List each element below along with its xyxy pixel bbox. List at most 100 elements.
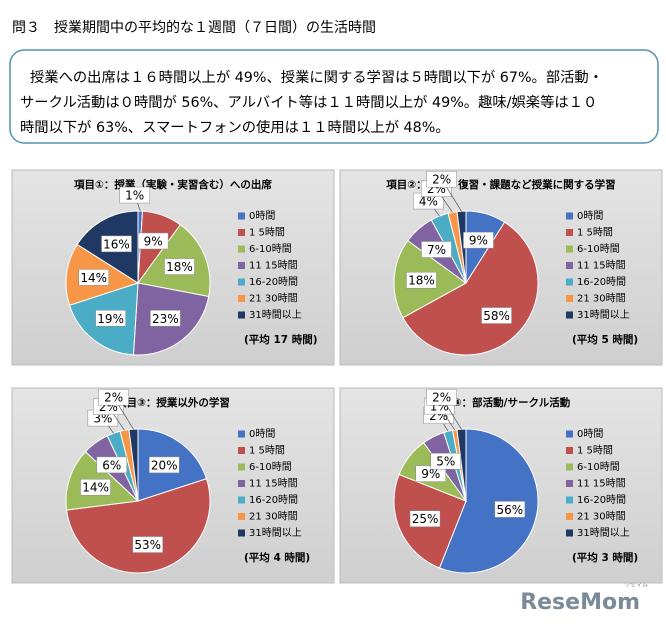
legend-label: 21 30時間 <box>577 511 626 523</box>
legend-label: 31時間以上 <box>249 527 302 539</box>
data-label-bg <box>95 310 126 327</box>
chart-note: (平均 4 時間) <box>244 551 310 564</box>
data-label: 1% <box>125 189 144 203</box>
data-label: 14% <box>82 481 109 495</box>
legend-label: 31時間以上 <box>577 309 630 321</box>
legend-label: 0時間 <box>249 428 275 440</box>
legend-label: 11 15時間 <box>249 260 298 272</box>
legend-swatch <box>566 295 573 302</box>
legend-label: 21 30時間 <box>249 293 298 305</box>
legend-swatch <box>566 245 573 253</box>
data-label: 19% <box>97 312 124 326</box>
data-label-bg <box>463 231 494 249</box>
data-label-bg <box>494 501 526 518</box>
data-label: 9% <box>421 467 440 481</box>
legend-label: 1 5時間 <box>249 227 285 239</box>
data-label: 7% <box>427 243 446 257</box>
legend-label: 21 30時間 <box>577 293 626 305</box>
legend-label: 11 15時間 <box>577 478 626 490</box>
legend-swatch <box>566 513 573 520</box>
legend-swatch <box>566 480 573 487</box>
legend-label: 11 15時間 <box>249 478 298 490</box>
data-label-bg <box>80 478 111 496</box>
data-label: 25% <box>412 512 439 526</box>
legend-label: 1 5時間 <box>577 445 613 457</box>
data-label: 23% <box>152 312 179 326</box>
pie-slice <box>456 210 467 284</box>
legend-label: 6-10時間 <box>577 461 620 473</box>
data-label: 58% <box>483 309 510 323</box>
data-label: 56% <box>497 503 524 517</box>
chart-title: 項目④：部活動/サークル活動 <box>432 396 571 409</box>
chart-title: 項目②：予習・復習・課題など授業に関する学習 <box>386 178 615 191</box>
data-label-bg <box>421 241 452 258</box>
legend-swatch <box>238 212 245 220</box>
page-title: 問３ 授業期間中の平均的な１週間（７日間）の生活時間 <box>12 20 376 36</box>
legend-swatch <box>238 447 245 454</box>
legend-swatch <box>566 278 573 286</box>
legend-swatch <box>238 295 245 302</box>
legend-label: 16-20時間 <box>249 494 298 506</box>
pie-slice <box>128 428 139 502</box>
data-label-bg <box>481 307 512 324</box>
legend-swatch <box>238 311 245 319</box>
data-label: 20% <box>151 458 178 472</box>
data-label: 2% <box>432 391 451 405</box>
legend-swatch <box>238 463 245 471</box>
data-label-bg <box>132 536 163 553</box>
legend-label: 11 15時間 <box>577 260 626 272</box>
summary-line: 時間以下が 63%、スマートフォンの使用は１１時間以上が 48%。 <box>20 119 450 136</box>
data-label-bg <box>119 186 150 204</box>
data-label-bg <box>426 388 457 406</box>
legend-swatch <box>238 245 245 253</box>
legend-swatch <box>238 430 245 438</box>
data-label-bg <box>426 170 457 188</box>
data-label-bg <box>96 456 128 474</box>
chart-note: (平均 3 時間) <box>572 551 638 564</box>
data-label: 53% <box>134 538 161 552</box>
legend-label: 0時間 <box>577 210 603 222</box>
chart-note: (平均 5 時間) <box>572 333 638 346</box>
chart-note: (平均 17 時間) <box>244 333 318 346</box>
data-label: 5% <box>436 455 455 469</box>
data-label-bg <box>98 388 129 406</box>
legend-swatch <box>238 529 245 537</box>
legend-swatch <box>566 463 573 471</box>
pie-slice <box>66 478 211 574</box>
summary-line: サークル活動は０時間が 56%、アルバイト等は１１時間以上が 49%。趣味/娯楽… <box>20 93 597 111</box>
summary-line: 授業への出席は１６時間以上が 49%、授業に関する学習は５時間以下が 67%。部… <box>30 69 603 86</box>
data-label: 16% <box>103 237 130 251</box>
data-label-bg <box>164 258 195 275</box>
data-label: 18% <box>408 274 435 288</box>
legend-swatch <box>566 496 573 504</box>
legend-swatch <box>566 262 573 269</box>
legend-swatch <box>566 430 573 438</box>
data-label-bg <box>101 235 132 253</box>
data-label: 6% <box>102 458 121 472</box>
data-label: 9% <box>469 234 488 248</box>
legend-label: 16-20時間 <box>577 276 626 288</box>
legend-swatch <box>566 229 573 236</box>
data-label-bg <box>78 269 109 286</box>
data-label-bg <box>406 271 437 289</box>
chart-title: 項目③：授業以外の学習 <box>116 396 230 409</box>
legend-label: 31時間以上 <box>577 527 630 539</box>
legend-swatch <box>238 262 245 269</box>
data-label-bg <box>137 232 169 250</box>
legend-swatch <box>238 513 245 520</box>
legend-label: 0時間 <box>249 210 275 222</box>
data-label: 2% <box>104 391 123 405</box>
legend-label: 6-10時間 <box>249 461 292 473</box>
legend-swatch <box>238 278 245 286</box>
legend-swatch <box>566 529 573 537</box>
legend-swatch <box>566 212 573 220</box>
data-label-bg <box>430 452 461 470</box>
legend-label: 0時間 <box>577 428 603 440</box>
legend-swatch <box>238 229 245 236</box>
pie-slice <box>456 428 467 502</box>
data-label: 2% <box>432 173 451 187</box>
watermark-sub: リセマム <box>624 582 648 589</box>
data-label-bg <box>150 310 181 327</box>
